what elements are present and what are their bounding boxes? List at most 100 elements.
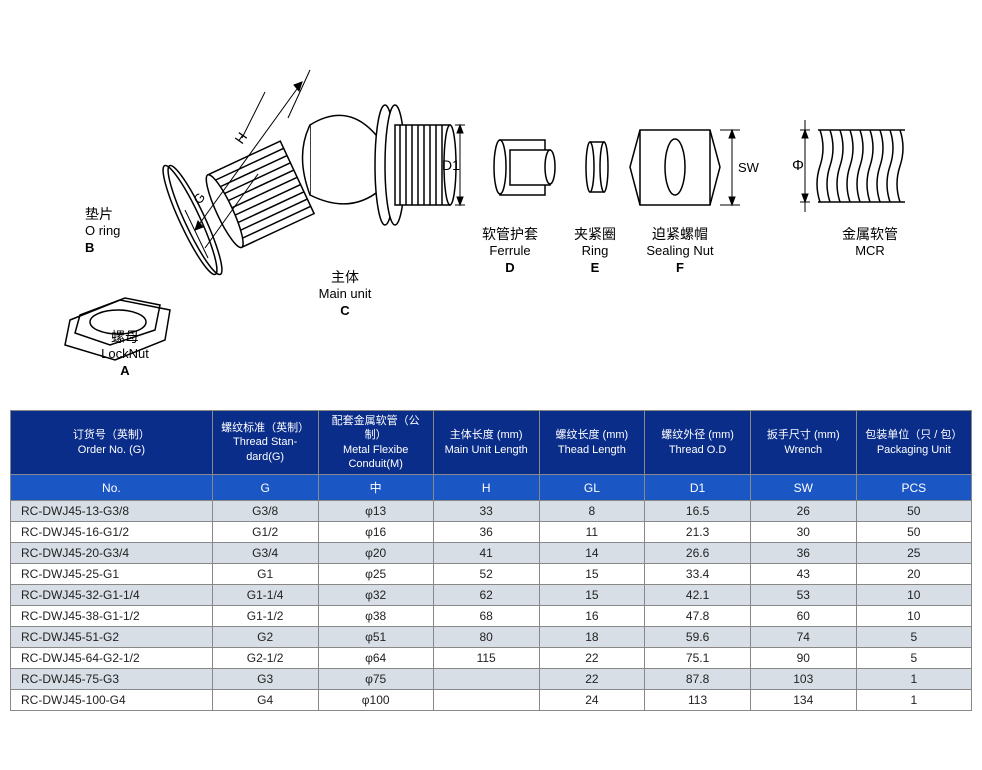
cell: φ64 [318, 648, 433, 669]
table-row: RC-DWJ45-38-G1-1/2G1-1/2φ38681647.86010 [11, 606, 972, 627]
spec-table: 订货号（英制）Order No. (G)螺纹标准（英制）Thread Stan-… [10, 410, 972, 711]
label-locknut: 螺母 LockNut A [85, 328, 165, 380]
cell: 20 [856, 564, 971, 585]
cell: G3 [212, 669, 318, 690]
cell: 16 [539, 606, 645, 627]
table-row: RC-DWJ45-20-G3/4G3/4φ20411426.63625 [11, 543, 972, 564]
cell: 41 [433, 543, 539, 564]
cell: 50 [856, 501, 971, 522]
cell: RC-DWJ45-13-G3/8 [11, 501, 213, 522]
cell: 103 [750, 669, 856, 690]
cell: 87.8 [645, 669, 751, 690]
cell: 75.1 [645, 648, 751, 669]
cell: 59.6 [645, 627, 751, 648]
col-header-0: 订货号（英制）Order No. (G) [11, 411, 213, 475]
cell: G2-1/2 [212, 648, 318, 669]
cell: 62 [433, 585, 539, 606]
cell: G1-1/2 [212, 606, 318, 627]
cell: RC-DWJ45-75-G3 [11, 669, 213, 690]
cell: G1/2 [212, 522, 318, 543]
cell: 8 [539, 501, 645, 522]
col-sub-1: G [212, 475, 318, 501]
cell: G3/8 [212, 501, 318, 522]
col-sub-6: SW [750, 475, 856, 501]
cell: RC-DWJ45-25-G1 [11, 564, 213, 585]
cell: 42.1 [645, 585, 751, 606]
label-oring: 垫片 O ring B [85, 205, 155, 257]
col-sub-2: 中 [318, 475, 433, 501]
cell: 68 [433, 606, 539, 627]
cell: φ100 [318, 690, 433, 711]
label-sealingnut: 迫紧螺帽 Sealing Nut F [630, 225, 730, 277]
table-row: RC-DWJ45-16-G1/2G1/2φ16361121.33050 [11, 522, 972, 543]
cell: 15 [539, 564, 645, 585]
label-mainunit: 主体 Main unit C [300, 268, 390, 320]
dim-d1: D1 [442, 157, 460, 173]
cell: RC-DWJ45-32-G1-1/4 [11, 585, 213, 606]
cell: 60 [750, 606, 856, 627]
cell: G1 [212, 564, 318, 585]
dim-sw: SW [738, 160, 760, 175]
label-mcr: 金属软管 MCR [820, 225, 920, 260]
cell: RC-DWJ45-100-G4 [11, 690, 213, 711]
cell: RC-DWJ45-51-G2 [11, 627, 213, 648]
cell: 10 [856, 585, 971, 606]
label-ferrule: 软管护套 Ferrule D [470, 225, 550, 277]
cell: RC-DWJ45-16-G1/2 [11, 522, 213, 543]
cell: 5 [856, 627, 971, 648]
col-header-5: 螺纹外径 (mm)Thread O.D [645, 411, 751, 475]
col-sub-4: GL [539, 475, 645, 501]
cell: 50 [856, 522, 971, 543]
cell: 90 [750, 648, 856, 669]
dim-h: H [231, 129, 250, 146]
table-row: RC-DWJ45-64-G2-1/2G2-1/2φ641152275.1905 [11, 648, 972, 669]
cell [433, 669, 539, 690]
table-row: RC-DWJ45-75-G3G3φ752287.81031 [11, 669, 972, 690]
spec-table-wrap: 订货号（英制）Order No. (G)螺纹标准（英制）Thread Stan-… [10, 410, 972, 711]
cell: 80 [433, 627, 539, 648]
label-ring: 夹紧圈 Ring E [560, 225, 630, 277]
cell: 24 [539, 690, 645, 711]
cell: 25 [856, 543, 971, 564]
col-header-1: 螺纹标准（英制）Thread Stan-dard(G) [212, 411, 318, 475]
cell: 22 [539, 648, 645, 669]
col-header-7: 包装单位（只 / 包）Packaging Unit [856, 411, 971, 475]
cell: 115 [433, 648, 539, 669]
cell: 10 [856, 606, 971, 627]
cell: 33 [433, 501, 539, 522]
dim-phi: Φ [792, 157, 804, 174]
cell: RC-DWJ45-38-G1-1/2 [11, 606, 213, 627]
cell: G1-1/4 [212, 585, 318, 606]
cell: 43 [750, 564, 856, 585]
cell: 26.6 [645, 543, 751, 564]
cell: 52 [433, 564, 539, 585]
cell: 16.5 [645, 501, 751, 522]
cell: 1 [856, 690, 971, 711]
cell: 47.8 [645, 606, 751, 627]
cell: 21.3 [645, 522, 751, 543]
col-header-2: 配套金属软管（公制）Metal Flexibe Conduit(M) [318, 411, 433, 475]
cell: 22 [539, 669, 645, 690]
cell: φ38 [318, 606, 433, 627]
col-sub-7: PCS [856, 475, 971, 501]
cell: φ51 [318, 627, 433, 648]
exploded-diagram: D1 H G [10, 10, 972, 410]
cell: RC-DWJ45-64-G2-1/2 [11, 648, 213, 669]
cell: φ13 [318, 501, 433, 522]
col-sub-0: No. [11, 475, 213, 501]
cell: 134 [750, 690, 856, 711]
cell: φ20 [318, 543, 433, 564]
cell: 26 [750, 501, 856, 522]
cell: 14 [539, 543, 645, 564]
table-row: RC-DWJ45-32-G1-1/4G1-1/4φ32621542.15310 [11, 585, 972, 606]
col-header-4: 螺纹长度 (mm)Thead Length [539, 411, 645, 475]
col-header-6: 扳手尺寸 (mm)Wrench [750, 411, 856, 475]
cell: 15 [539, 585, 645, 606]
table-row: RC-DWJ45-25-G1G1φ25521533.44320 [11, 564, 972, 585]
cell: 53 [750, 585, 856, 606]
cell: 33.4 [645, 564, 751, 585]
cell: 36 [750, 543, 856, 564]
cell: 30 [750, 522, 856, 543]
cell: RC-DWJ45-20-G3/4 [11, 543, 213, 564]
cell: G3/4 [212, 543, 318, 564]
